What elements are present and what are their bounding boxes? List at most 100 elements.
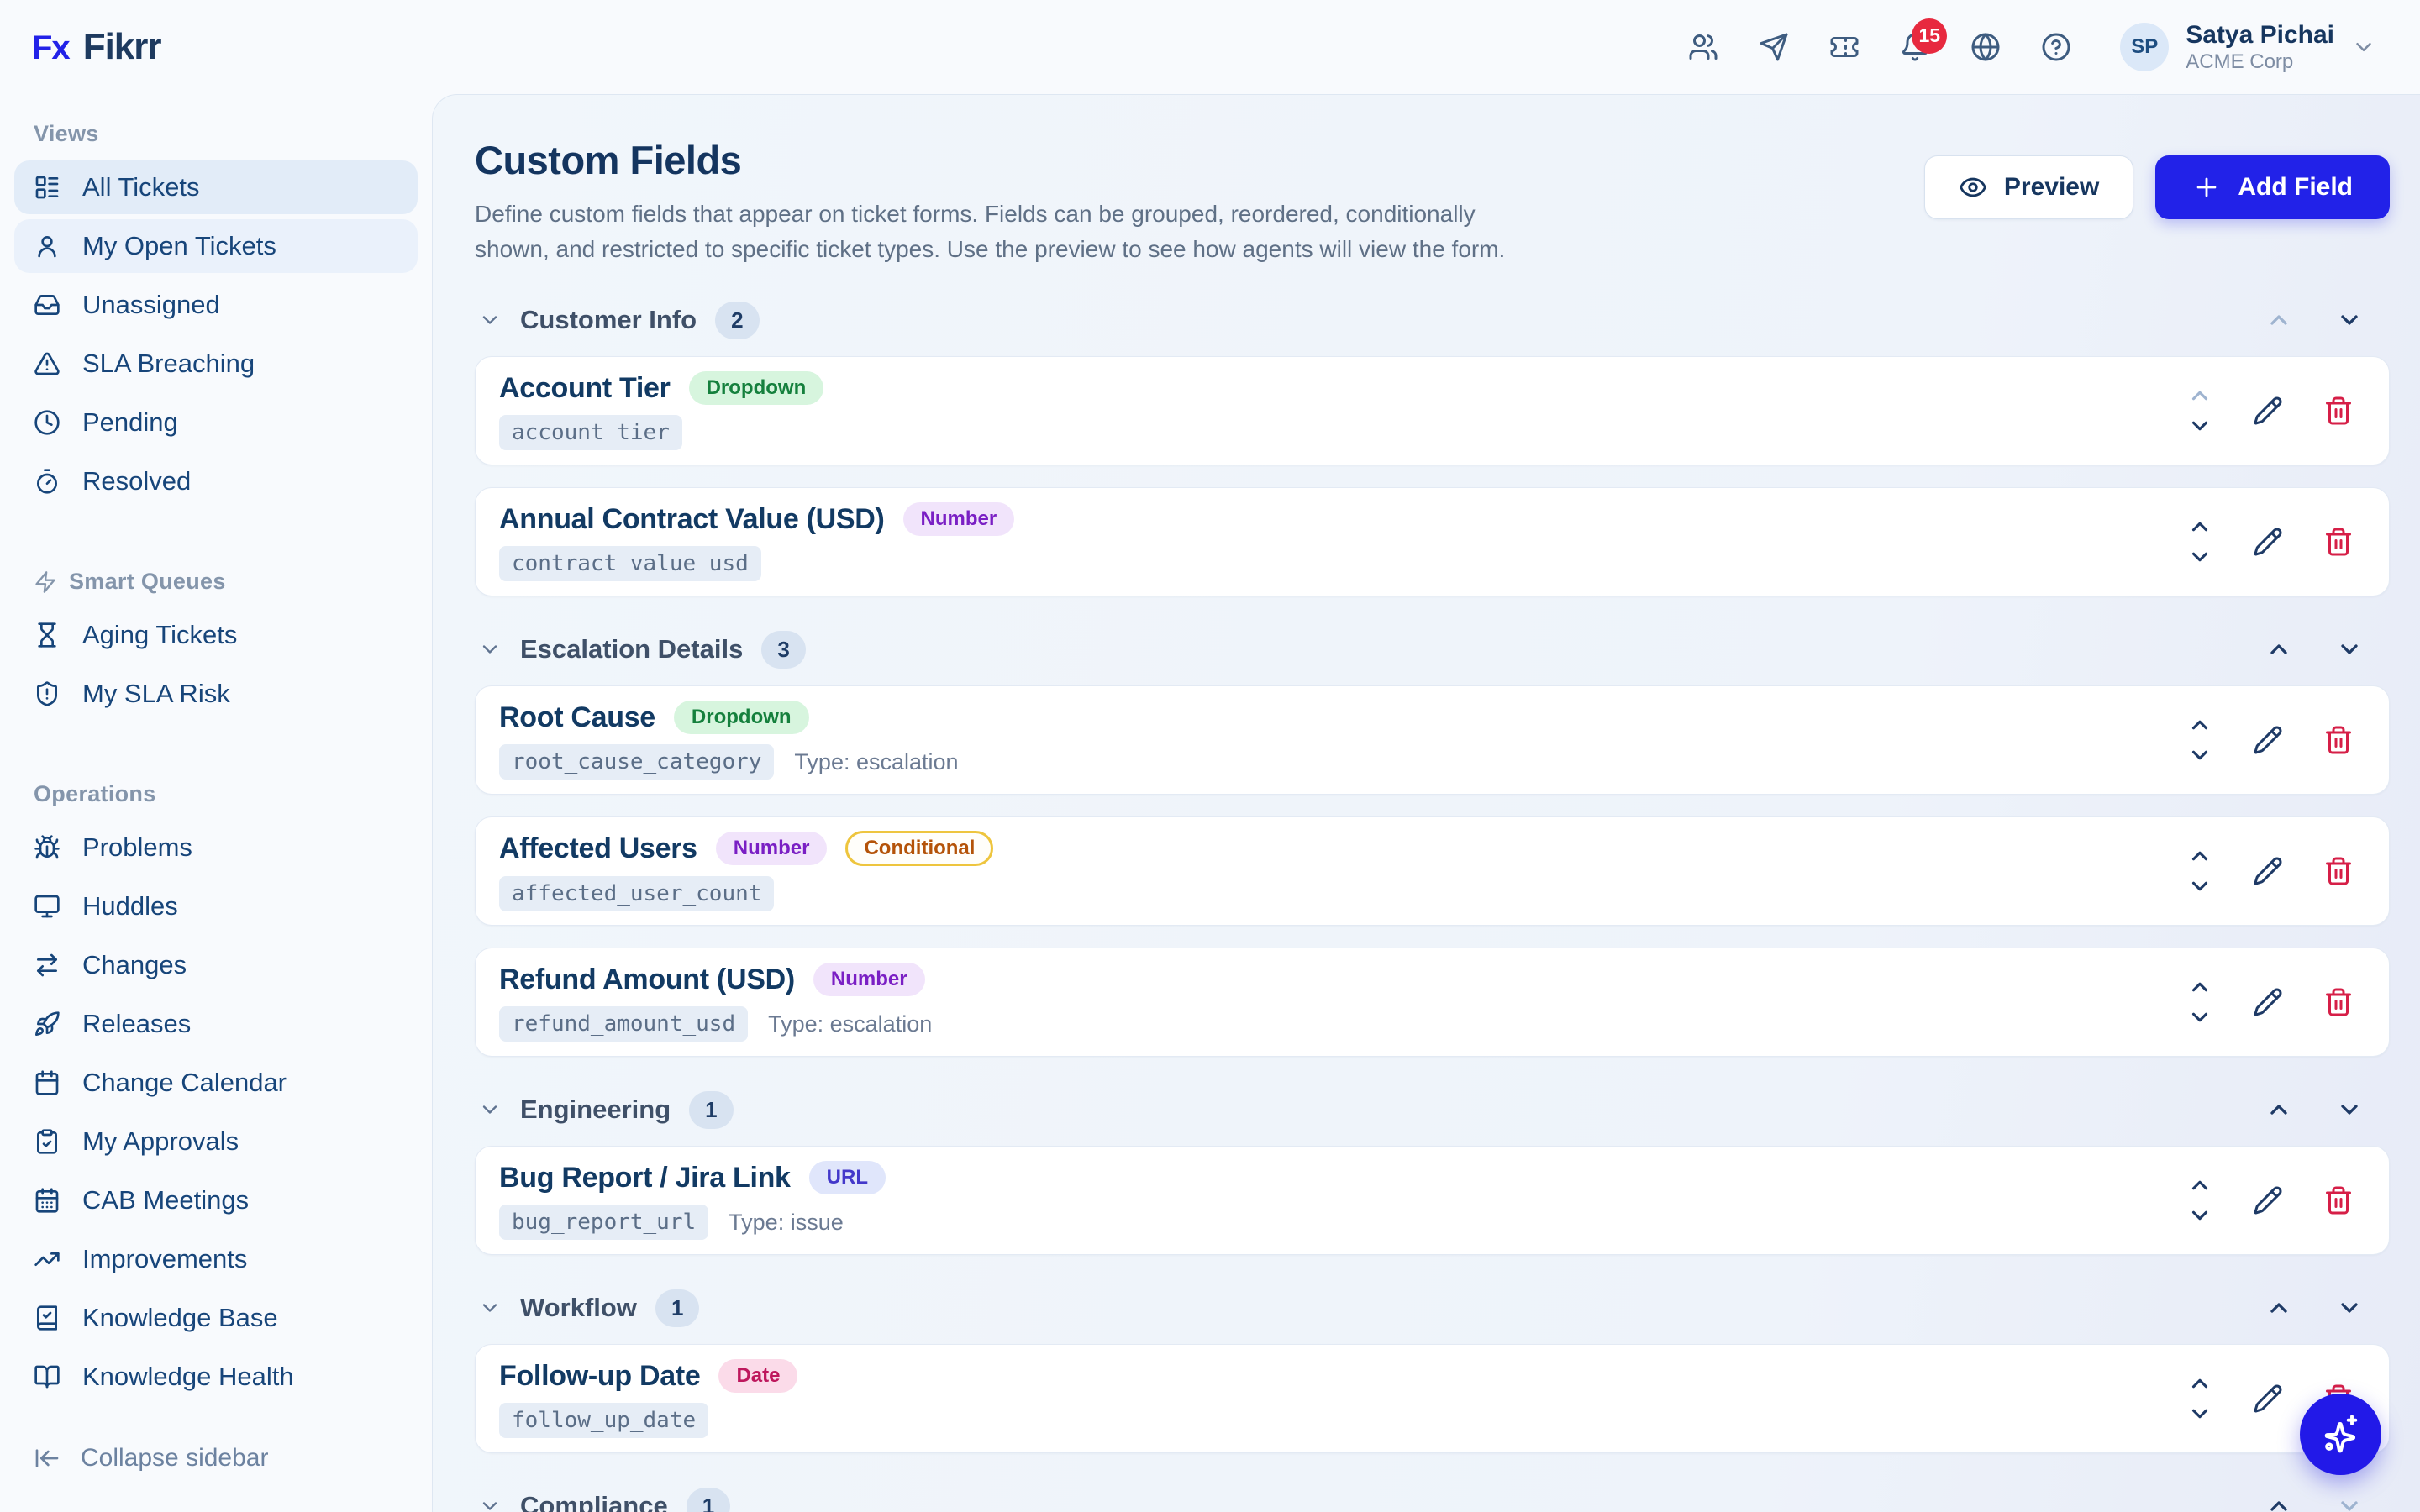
sidebar-item-all-tickets[interactable]: All Tickets xyxy=(14,160,418,214)
user-org: ACME Corp xyxy=(2186,50,2334,75)
sidebar-item-knowledge-base[interactable]: Knowledge Base xyxy=(14,1291,418,1345)
edit-field-button[interactable] xyxy=(2253,725,2283,755)
delete-field-button[interactable] xyxy=(2323,1185,2354,1215)
group-header-workflow: Workflow 1 xyxy=(478,1284,2386,1332)
delete-field-button[interactable] xyxy=(2323,527,2354,557)
sidebar-item-pending[interactable]: Pending xyxy=(14,396,418,449)
notifications-bell-icon[interactable]: 15 xyxy=(1900,32,1930,62)
ticket-icon[interactable] xyxy=(1829,32,1860,62)
edit-field-button[interactable] xyxy=(2253,1383,2283,1414)
move-field-up-button[interactable] xyxy=(2187,1173,2212,1198)
user-menu[interactable]: SP Satya Pichai ACME Corp xyxy=(2120,20,2376,75)
sidebar-item-changes[interactable]: Changes xyxy=(14,938,418,992)
sidebar-item-sla-breaching[interactable]: SLA Breaching xyxy=(14,337,418,391)
move-field-down-button[interactable] xyxy=(2187,544,2212,570)
group-count-badge: 1 xyxy=(689,1091,733,1129)
edit-field-button[interactable] xyxy=(2253,856,2283,886)
move-field-down-button[interactable] xyxy=(2187,1401,2212,1426)
chevron-down-icon[interactable] xyxy=(478,638,502,661)
sidebar-item-label: Changes xyxy=(82,950,187,980)
notification-count-badge: 15 xyxy=(1912,18,1947,54)
delete-field-button[interactable] xyxy=(2323,396,2354,426)
move-field-up-button[interactable] xyxy=(2187,974,2212,1000)
move-field-up-button[interactable] xyxy=(2187,1371,2212,1396)
sidebar-item-my-open-tickets[interactable]: My Open Tickets xyxy=(14,219,418,273)
field-name: Follow-up Date xyxy=(499,1360,700,1393)
move-field-down-button[interactable] xyxy=(2187,1203,2212,1228)
move-field-down-button[interactable] xyxy=(2187,874,2212,899)
topbar-actions: 15 SP Satya Pichai ACME Corp xyxy=(1688,20,2376,75)
zap-icon xyxy=(34,570,57,594)
group-count-badge: 2 xyxy=(715,302,759,339)
move-field-up-button[interactable] xyxy=(2187,843,2212,869)
sidebar-item-label: Knowledge Base xyxy=(82,1303,278,1333)
monitor-icon xyxy=(34,893,60,920)
sidebar-item-cab-meetings[interactable]: CAB Meetings xyxy=(14,1173,418,1227)
move-group-down-button[interactable] xyxy=(2336,1294,2363,1321)
field-type-badge: Dropdown xyxy=(674,701,809,734)
app-logo: Fx Fikrr xyxy=(32,26,161,68)
edit-field-button[interactable] xyxy=(2253,987,2283,1017)
move-field-down-button[interactable] xyxy=(2187,1005,2212,1030)
sidebar-item-my-approvals[interactable]: My Approvals xyxy=(14,1115,418,1168)
edit-field-button[interactable] xyxy=(2253,527,2283,557)
sidebar-item-resolved[interactable]: Resolved xyxy=(14,454,418,508)
sidebar-item-huddles[interactable]: Huddles xyxy=(14,879,418,933)
clipboard-check-icon xyxy=(34,1128,60,1155)
sidebar-item-label: Pending xyxy=(82,407,178,438)
move-group-up-button[interactable] xyxy=(2265,1096,2292,1123)
delete-field-button[interactable] xyxy=(2323,725,2354,755)
edit-field-button[interactable] xyxy=(2253,396,2283,426)
group-name: Escalation Details xyxy=(520,634,743,664)
group-count-badge: 1 xyxy=(655,1289,699,1327)
sidebar-item-label: My Approvals xyxy=(82,1126,239,1157)
move-group-up-button[interactable] xyxy=(2265,1493,2292,1512)
chevron-down-icon[interactable] xyxy=(478,1494,502,1512)
plus-icon xyxy=(2192,173,2221,202)
sidebar-item-releases[interactable]: Releases xyxy=(14,997,418,1051)
move-field-up-button[interactable] xyxy=(2187,712,2212,738)
field-card-root-cause: Root Cause Dropdown root_cause_category … xyxy=(475,685,2390,795)
move-group-down-button[interactable] xyxy=(2336,636,2363,663)
sidebar-item-problems[interactable]: Problems xyxy=(14,821,418,874)
trending-up-icon xyxy=(34,1246,60,1273)
help-icon[interactable] xyxy=(2041,32,2071,62)
field-name: Affected Users xyxy=(499,832,697,865)
agents-icon[interactable] xyxy=(1688,32,1718,62)
sparkles-icon xyxy=(2319,1413,2363,1457)
move-field-up-button[interactable] xyxy=(2187,514,2212,539)
inbox-icon xyxy=(34,291,60,318)
send-icon[interactable] xyxy=(1759,32,1789,62)
user-name: Satya Pichai xyxy=(2186,20,2334,50)
field-key: root_cause_category xyxy=(499,744,774,780)
sidebar-item-unassigned[interactable]: Unassigned xyxy=(14,278,418,332)
sidebar-item-my-sla-risk[interactable]: My SLA Risk xyxy=(14,667,418,721)
delete-field-button[interactable] xyxy=(2323,987,2354,1017)
move-field-up-button[interactable] xyxy=(2187,383,2212,408)
shield-alert-icon xyxy=(34,680,60,707)
ai-assistant-fab[interactable] xyxy=(2300,1394,2381,1475)
sidebar-item-improvements[interactable]: Improvements xyxy=(14,1232,418,1286)
sidebar-item-knowledge-health[interactable]: Knowledge Health xyxy=(14,1350,418,1404)
move-group-up-button[interactable] xyxy=(2265,307,2292,333)
move-group-down-button[interactable] xyxy=(2336,1493,2363,1512)
sidebar-item-change-calendar[interactable]: Change Calendar xyxy=(14,1056,418,1110)
edit-field-button[interactable] xyxy=(2253,1185,2283,1215)
collapse-sidebar-button[interactable]: Collapse sidebar xyxy=(14,1431,418,1485)
sidebar-item-label: Problems xyxy=(82,832,192,863)
chevron-down-icon[interactable] xyxy=(478,1098,502,1121)
sidebar-item-aging-tickets[interactable]: Aging Tickets xyxy=(14,608,418,662)
page-title: Custom Fields xyxy=(475,137,1542,183)
add-field-button[interactable]: Add Field xyxy=(2155,155,2390,219)
move-group-down-button[interactable] xyxy=(2336,1096,2363,1123)
preview-button[interactable]: Preview xyxy=(1924,155,2133,219)
chevron-down-icon[interactable] xyxy=(478,1296,502,1320)
chevron-down-icon[interactable] xyxy=(478,308,502,332)
move-field-down-button[interactable] xyxy=(2187,743,2212,768)
move-field-down-button[interactable] xyxy=(2187,413,2212,438)
move-group-up-button[interactable] xyxy=(2265,1294,2292,1321)
move-group-up-button[interactable] xyxy=(2265,636,2292,663)
delete-field-button[interactable] xyxy=(2323,856,2354,886)
move-group-down-button[interactable] xyxy=(2336,307,2363,333)
globe-icon[interactable] xyxy=(1970,32,2001,62)
